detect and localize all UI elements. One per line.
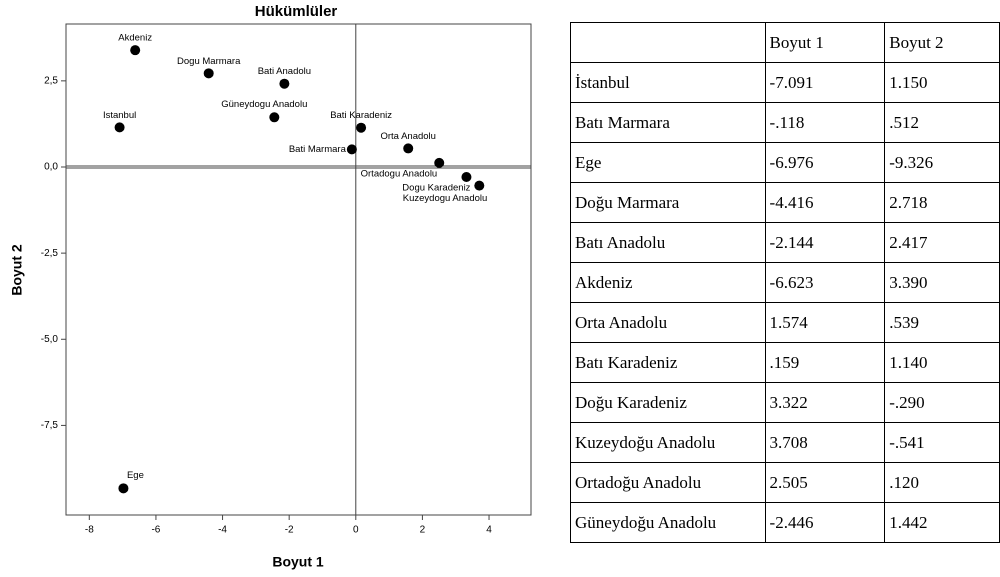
y-tick-label: -5,0 xyxy=(41,334,59,345)
chart-title: Hükümlüler xyxy=(255,3,338,20)
table-cell: 1.140 xyxy=(884,342,1000,383)
point xyxy=(203,68,214,79)
table-cell: 1.574 xyxy=(764,302,886,343)
point-label: Güneydogu Anadolu xyxy=(221,99,307,110)
x-tick-label: -6 xyxy=(151,525,160,536)
point-label: Bati Marmara xyxy=(289,144,347,155)
table-cell: .120 xyxy=(884,462,1000,503)
point-label: Ege xyxy=(127,470,144,481)
table-row: Boyut 1 Boyut 2 xyxy=(570,22,1000,63)
table-cell: .159 xyxy=(764,342,886,383)
table-cell: Boyut 2 xyxy=(884,22,1000,63)
coordinates-table: Boyut 1 Boyut 2 İstanbul -7.091 1.150 Batı Ma… xyxy=(570,22,1000,543)
table-cell: Kuzeydoğu Anadolu xyxy=(570,422,766,463)
table-cell: Boyut 1 xyxy=(764,22,886,63)
x-tick-label: -4 xyxy=(218,525,227,536)
table-cell: -6.623 xyxy=(764,262,886,303)
table-cell: Doğu Marmara xyxy=(570,182,766,223)
table-row: Batı Anadolu -2.144 2.417 xyxy=(570,222,1000,263)
table-cell: Batı Marmara xyxy=(570,102,766,143)
table-cell: -.290 xyxy=(884,382,1000,423)
point-label: Akdeniz xyxy=(118,33,152,44)
table-cell: -2.446 xyxy=(764,502,886,543)
table-cell: Orta Anadolu xyxy=(570,302,766,343)
table-row: Doğu Marmara -4.416 2.718 xyxy=(570,182,1000,223)
table-row: Doğu Karadeniz 3.322 -.290 xyxy=(570,382,1000,423)
x-axis-label: Boyut 1 xyxy=(272,554,324,570)
x-tick-label: 2 xyxy=(420,525,426,536)
table-cell: 2.417 xyxy=(884,222,1000,263)
table-cell: -6.976 xyxy=(764,142,886,183)
table-cell: Akdeniz xyxy=(570,262,766,303)
x-tick-label: -2 xyxy=(285,525,294,536)
table-row: Güneydoğu Anadolu -2.446 1.442 xyxy=(570,502,1000,543)
table-cell: Güneydoğu Anadolu xyxy=(570,502,766,543)
table-row: Kuzeydoğu Anadolu 3.708 -.541 xyxy=(570,422,1000,463)
point-label: Istanbul xyxy=(103,110,136,121)
x-tick-label: 0 xyxy=(353,525,359,536)
point-label: Orta Anadolu xyxy=(380,131,435,142)
table-cell: 3.708 xyxy=(764,422,886,463)
table-cell: 2.505 xyxy=(764,462,886,503)
x-tick-label: -8 xyxy=(85,525,94,536)
y-tick-label: 2,5 xyxy=(44,75,58,86)
table-cell: -7.091 xyxy=(764,62,886,103)
table-cell: Ege xyxy=(570,142,766,183)
table-cell: -9.326 xyxy=(884,142,1000,183)
y-tick-label: -7,5 xyxy=(41,420,59,431)
table-cell xyxy=(570,22,766,63)
table-cell: -2.144 xyxy=(764,222,886,263)
table-cell: Ortadoğu Anadolu xyxy=(570,462,766,503)
y-axis-label: Boyut 2 xyxy=(9,244,25,296)
x-tick-label: 4 xyxy=(486,525,492,536)
point xyxy=(356,122,367,133)
table-row: Batı Karadeniz .159 1.140 xyxy=(570,342,1000,383)
table-cell: .539 xyxy=(884,302,1000,343)
table-cell: Doğu Karadeniz xyxy=(570,382,766,423)
table-cell: 2.718 xyxy=(884,182,1000,223)
point xyxy=(461,171,472,182)
point xyxy=(269,112,280,123)
point xyxy=(114,122,125,133)
table-cell: 3.390 xyxy=(884,262,1000,303)
table-cell: Batı Anadolu xyxy=(570,222,766,263)
table-cell: -.541 xyxy=(884,422,1000,463)
table-cell: İstanbul xyxy=(570,62,766,103)
point xyxy=(118,483,129,494)
table-row: Ortadoğu Anadolu 2.505.120 xyxy=(570,462,1000,503)
point xyxy=(474,180,485,191)
point xyxy=(130,45,141,56)
table-cell: 1.442 xyxy=(884,502,1000,543)
table-row: Ege -6.976 -9.326 xyxy=(570,142,1000,183)
table-cell: -.118 xyxy=(764,102,886,143)
point-label: Dogu Marmara xyxy=(177,56,241,67)
point-label: Kuzeydogu Anadolu xyxy=(403,193,488,204)
table-cell: 1.150 xyxy=(884,62,1000,103)
table-row: İstanbul -7.091 1.150 xyxy=(570,62,1000,103)
point xyxy=(279,78,290,89)
table-cell: .512 xyxy=(884,102,1000,143)
table-row: Akdeniz -6.623 3.390 xyxy=(570,262,1000,303)
table-cell: -4.416 xyxy=(764,182,886,223)
y-tick-label: 0,0 xyxy=(44,162,58,173)
table-cell: Batı Karadeniz xyxy=(570,342,766,383)
table-row: Orta Anadolu 1.574.539 xyxy=(570,302,1000,343)
table-cell: 3.322 xyxy=(764,382,886,423)
y-tick-label: -2,5 xyxy=(41,248,59,259)
point-label: Bati Karadeniz xyxy=(330,110,392,121)
point xyxy=(346,144,357,155)
point-label: Bati Anadolu xyxy=(258,66,311,77)
chart: Hükümlüler Boyut 1 Boyut 2 -8 -6 -4 -2 0 2 4 2,… xyxy=(9,3,532,570)
point xyxy=(403,143,414,154)
table-row: Batı Marmara -.118.512 xyxy=(570,102,1000,143)
point-label: Dogu Karadeniz xyxy=(402,183,470,194)
point-label: Ortadogu Anadolu xyxy=(361,168,438,179)
point xyxy=(434,157,445,168)
plot-frame xyxy=(65,23,532,516)
